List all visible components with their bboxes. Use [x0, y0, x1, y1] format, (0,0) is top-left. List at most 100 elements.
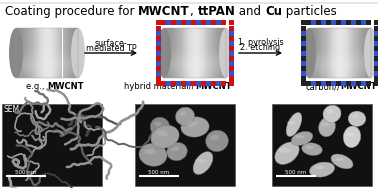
Bar [164, 73, 226, 75]
Bar [172, 28, 173, 78]
Bar [362, 28, 363, 78]
Bar [53, 28, 54, 78]
Bar [135, 104, 235, 186]
Ellipse shape [331, 154, 353, 169]
Bar [16, 68, 78, 70]
Bar [176, 20, 181, 25]
Bar [191, 81, 196, 86]
Bar [301, 31, 306, 36]
Ellipse shape [352, 114, 359, 118]
Bar [221, 28, 222, 78]
Bar [216, 20, 221, 25]
Bar [195, 28, 196, 78]
Bar [309, 51, 371, 53]
Bar [374, 31, 378, 36]
Bar [331, 81, 336, 86]
Bar [309, 35, 371, 36]
Ellipse shape [279, 148, 290, 153]
Bar [181, 20, 186, 25]
Bar [16, 61, 78, 63]
Bar [196, 81, 201, 86]
Ellipse shape [310, 162, 335, 177]
Bar [164, 41, 226, 43]
Bar [59, 28, 60, 78]
Bar [309, 75, 371, 76]
Bar [229, 66, 234, 71]
Bar [365, 28, 366, 78]
Bar [205, 28, 206, 78]
Ellipse shape [150, 117, 170, 137]
Bar [223, 28, 224, 78]
Bar [351, 81, 356, 86]
Bar [301, 26, 306, 31]
Bar [199, 28, 200, 78]
Bar [312, 28, 313, 78]
Bar [180, 28, 181, 78]
Bar [71, 28, 72, 78]
Bar [43, 28, 44, 78]
Bar [370, 28, 371, 78]
Ellipse shape [291, 131, 313, 146]
Bar [164, 60, 226, 61]
Bar [16, 71, 78, 73]
Bar [363, 28, 364, 78]
Bar [19, 28, 20, 78]
Ellipse shape [151, 125, 179, 148]
Bar [316, 81, 321, 86]
Bar [166, 20, 171, 25]
Bar [156, 46, 161, 51]
Bar [346, 28, 347, 78]
Bar [229, 81, 234, 86]
Bar [156, 66, 161, 71]
Bar [341, 20, 346, 25]
Bar [33, 28, 34, 78]
Bar [164, 31, 226, 33]
Bar [64, 28, 65, 78]
Text: MWCNT: MWCNT [138, 5, 190, 18]
Bar [175, 28, 177, 78]
Bar [218, 28, 219, 78]
Bar [156, 31, 161, 36]
Bar [39, 28, 40, 78]
Bar [67, 28, 68, 78]
Bar [16, 60, 78, 61]
Bar [219, 28, 220, 78]
Ellipse shape [343, 126, 361, 148]
Bar [197, 28, 198, 78]
Bar [164, 71, 226, 73]
Bar [374, 56, 378, 61]
Bar [76, 28, 77, 78]
Bar [301, 36, 306, 41]
Bar [366, 81, 371, 86]
Ellipse shape [314, 166, 325, 169]
Bar [315, 28, 316, 78]
Text: e.g.,: e.g., [26, 82, 47, 91]
Bar [311, 28, 312, 78]
Bar [361, 20, 366, 25]
Bar [229, 20, 234, 25]
Bar [40, 28, 41, 78]
Bar [16, 76, 78, 78]
Bar [349, 28, 350, 78]
Bar [170, 28, 171, 78]
Bar [333, 28, 334, 78]
Bar [309, 71, 371, 73]
Bar [339, 28, 340, 78]
Bar [309, 70, 371, 71]
Ellipse shape [335, 158, 344, 161]
Bar [309, 30, 371, 31]
Bar [374, 51, 378, 56]
Bar [45, 28, 46, 78]
Bar [16, 66, 78, 68]
Bar [340, 28, 341, 78]
Bar [374, 26, 378, 31]
Ellipse shape [181, 117, 209, 137]
Bar [187, 28, 188, 78]
Bar [301, 76, 306, 81]
Bar [201, 20, 206, 25]
Bar [16, 48, 78, 50]
Bar [324, 28, 325, 78]
Bar [186, 20, 191, 25]
Bar [51, 28, 52, 78]
Bar [351, 20, 356, 25]
